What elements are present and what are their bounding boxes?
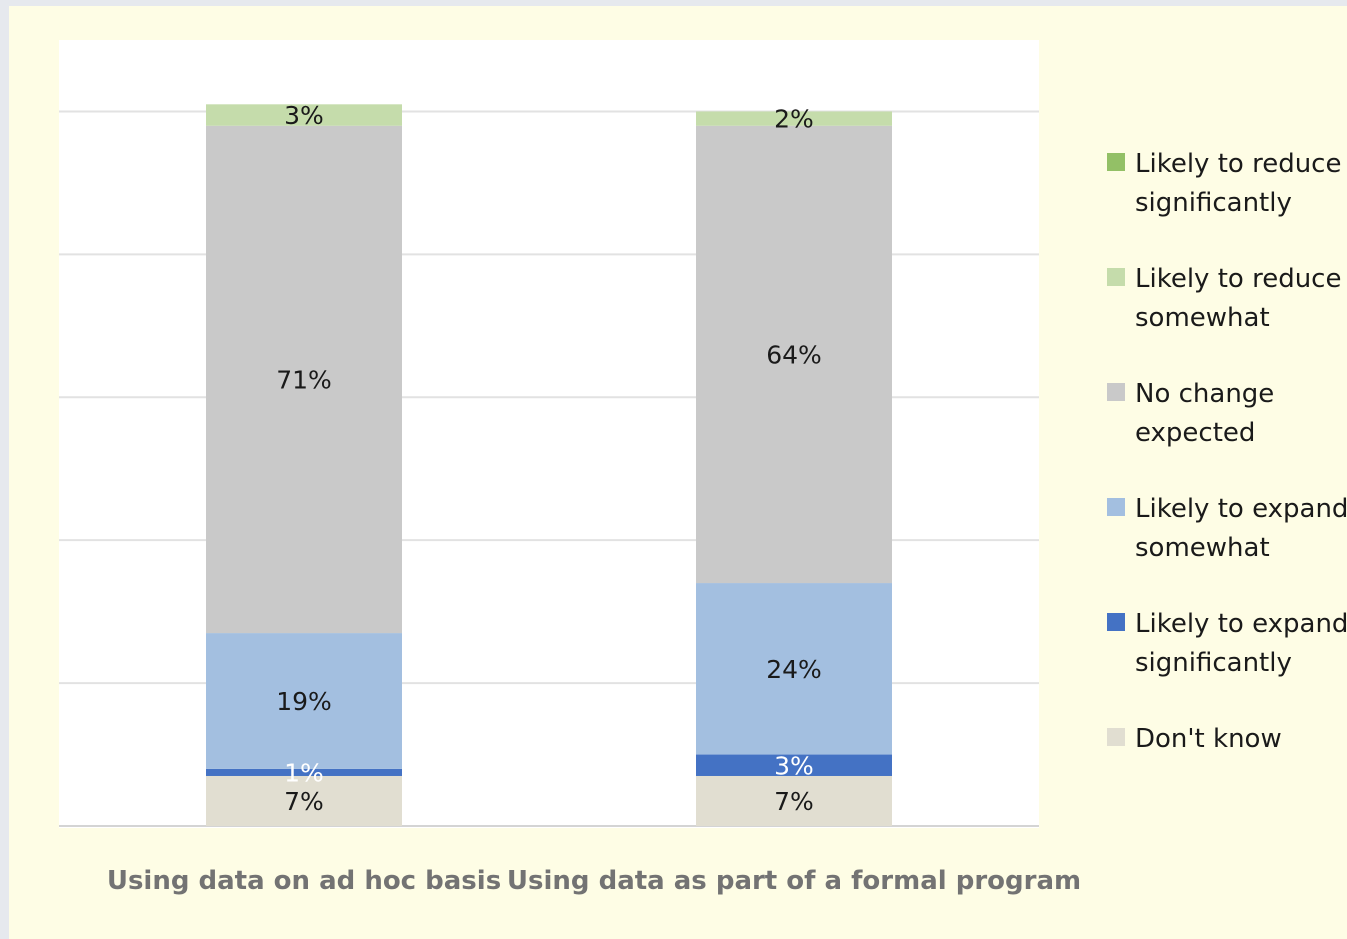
legend-label-0: Likely to reduce significantly: [1135, 149, 1341, 218]
bar-segment-3-cat-1: [696, 125, 892, 584]
chart-frame: 7% 1% 19% 71% 3% 7% 3% 24% 64% 2% Using data on a…: [9, 6, 1347, 939]
legend-item-1: Likely to reduce somewhat: [1107, 264, 1341, 333]
bar-segment-4-cat-0: [206, 104, 402, 126]
data-label-1-cat-1: 3%: [774, 751, 814, 780]
data-label-0-cat-1: 7%: [774, 787, 814, 816]
legend-item-3: Likely to expand somewhat: [1107, 494, 1347, 563]
legend-item-0: Likely to reduce significantly: [1107, 149, 1341, 218]
category-labels: Using data on ad hoc basis Using data as …: [107, 866, 1081, 896]
bar-segment-1-cat-0: [206, 768, 402, 776]
category-label-1: Using data as part of a formal program: [507, 866, 1081, 896]
data-label-0-cat-0: 7%: [284, 787, 324, 816]
legend-label-5: Don't know: [1135, 724, 1282, 754]
data-labels: 7%1%19%71%3%7%3%24%64%2%: [276, 101, 822, 816]
data-label-3-cat-0: 71%: [276, 365, 332, 394]
bar-segment-1-cat-1: [696, 754, 892, 776]
data-label-1-cat-0: 1%: [284, 758, 324, 787]
legend: Likely to reduce significantly Likely to r…: [1107, 149, 1347, 754]
bar-segment-3-cat-0: [206, 125, 402, 634]
legend-swatch-2: [1107, 383, 1125, 401]
bar-segment-2-cat-0: [206, 633, 402, 769]
legend-swatch-1: [1107, 268, 1125, 286]
data-label-2-cat-1: 24%: [766, 655, 822, 684]
bar-segment-2-cat-1: [696, 583, 892, 755]
bar-segment-0-cat-1: [696, 775, 892, 826]
legend-label-1: Likely to reduce somewhat: [1135, 264, 1341, 333]
legend-item-4: Likely to expand significantly: [1107, 609, 1347, 678]
legend-label-3: Likely to expand somewhat: [1135, 494, 1347, 563]
bar-segment-4-cat-1: [696, 111, 892, 126]
data-label-4-cat-0: 3%: [284, 101, 324, 130]
legend-item-2: No change expected: [1107, 379, 1274, 448]
bar-segment-0-cat-0: [206, 775, 402, 826]
legend-swatch-0: [1107, 153, 1125, 171]
legend-swatch-4: [1107, 613, 1125, 631]
legend-item-5: Don't know: [1107, 724, 1282, 754]
bars: [206, 104, 892, 826]
legend-label-2: No change expected: [1135, 379, 1274, 448]
data-label-3-cat-1: 64%: [766, 340, 822, 369]
legend-swatch-3: [1107, 498, 1125, 516]
legend-label-4: Likely to expand significantly: [1135, 609, 1347, 678]
data-label-2-cat-0: 19%: [276, 687, 332, 716]
category-label-0: Using data on ad hoc basis: [107, 866, 501, 896]
legend-swatch-5: [1107, 728, 1125, 746]
stacked-bar-chart: 7%1%19%71%3%7%3%24%64%2% Using data on a…: [59, 40, 1347, 896]
data-label-4-cat-1: 2%: [774, 105, 814, 134]
